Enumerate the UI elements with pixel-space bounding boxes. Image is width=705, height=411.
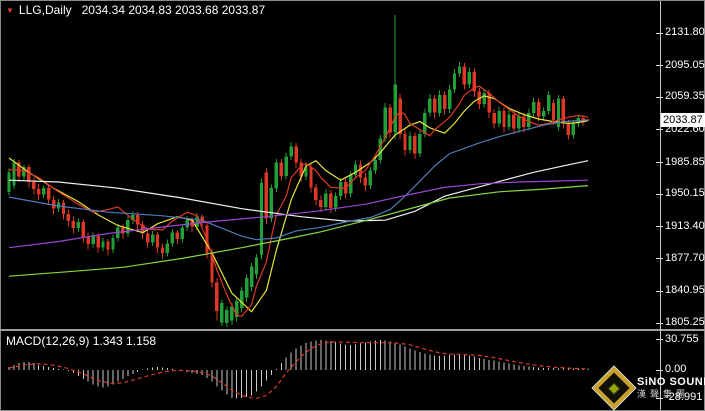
price-axis-line: [660, 1, 661, 410]
current-price-tag: 2033.87: [661, 112, 705, 127]
chart-header: ▼ LLG,Daily 2034.34 2034.83 2033.68 2033.8…: [6, 3, 265, 17]
ohlc-values: 2034.34 2034.83 2033.68 2033.87: [81, 3, 266, 17]
indicator-label: MACD(12,26,9) 1.343 1.158: [6, 334, 157, 348]
symbol-dropdown-icon[interactable]: ▼: [6, 6, 14, 15]
ma-red-fast: [8, 85, 589, 317]
logo-diamond-core: [607, 381, 621, 395]
watermark-logo: SiNO SOUND 漢聲集團: [592, 366, 705, 410]
ma-purple: [8, 179, 589, 249]
logo-diamond-icon: [592, 366, 636, 410]
logo-subtitle: 漢聲集團: [637, 389, 690, 399]
ma-yellow-fast: [8, 95, 589, 313]
macd-signal-line: [8, 341, 589, 399]
symbol-label: LLG,Daily: [18, 3, 72, 17]
ma-white-slow: [8, 160, 589, 222]
panel-separator[interactable]: [0, 329, 705, 331]
ma-blue: [8, 119, 589, 241]
ma-green-slow: [8, 185, 589, 277]
logo-title: SiNO SOUND: [637, 376, 705, 388]
